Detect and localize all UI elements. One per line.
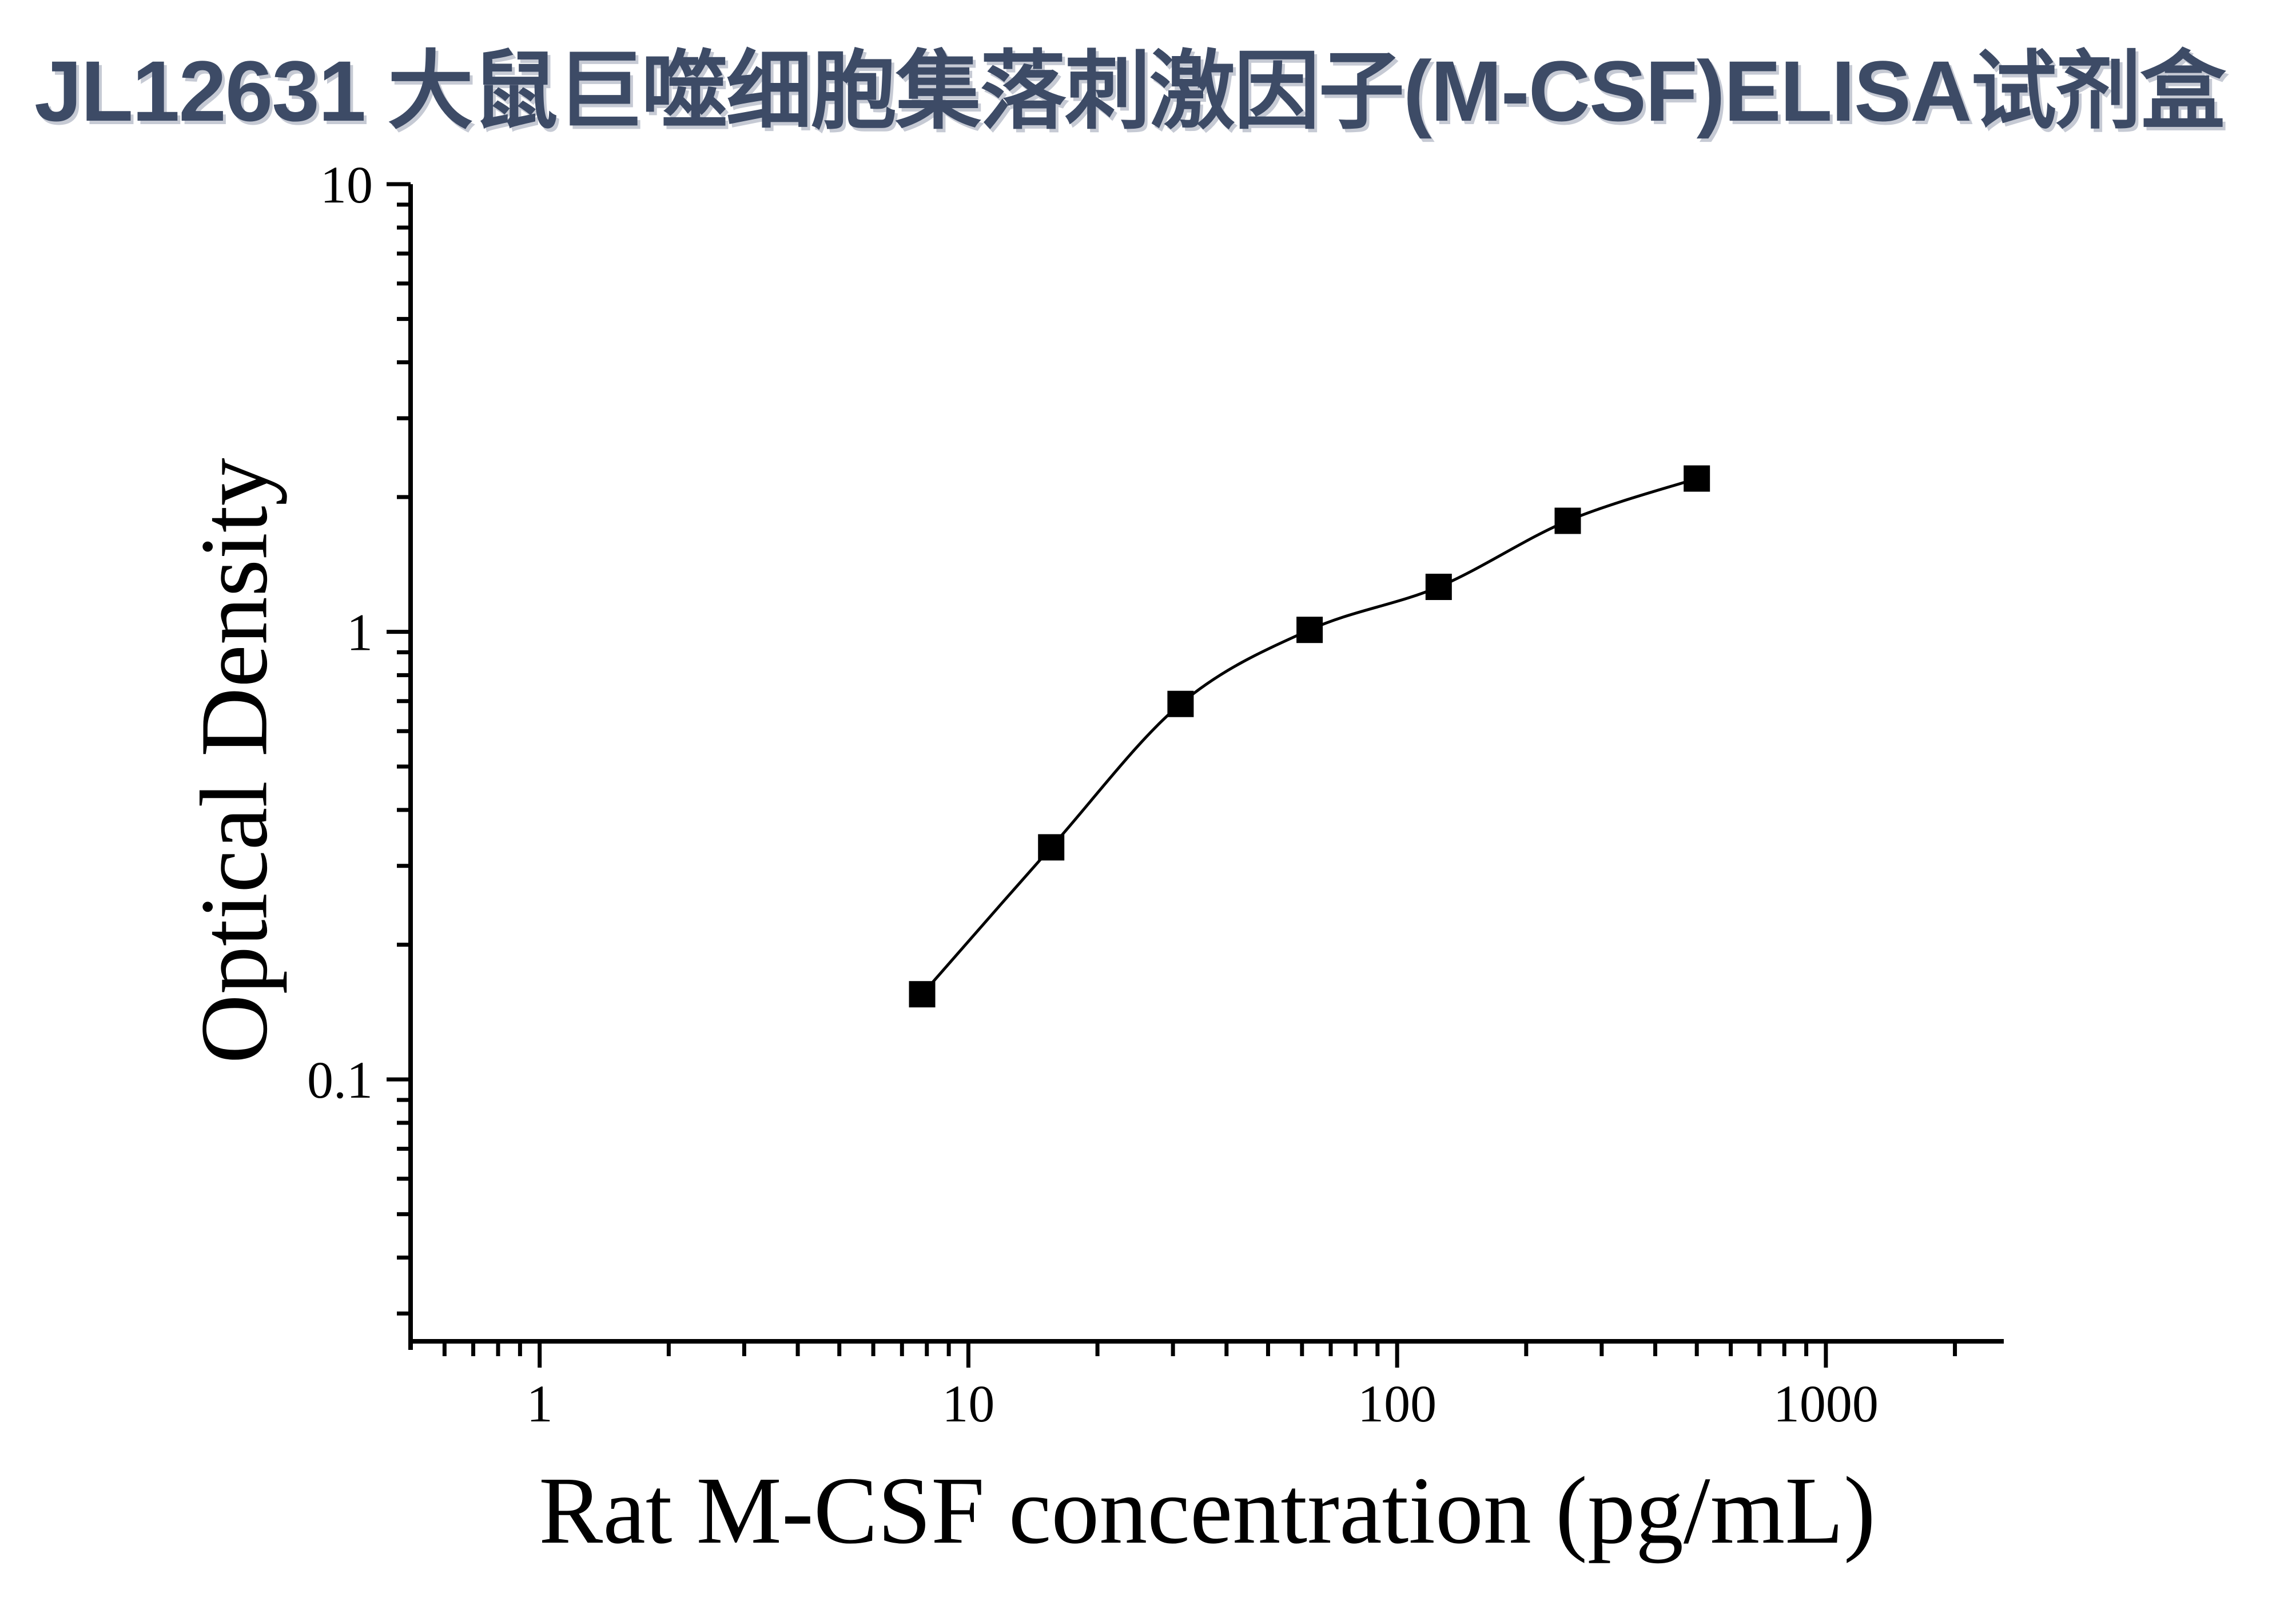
- data-point-marker: [1167, 690, 1194, 717]
- y-axis-title: Optical Density: [181, 458, 288, 1064]
- x-tick-label: 1: [527, 1374, 553, 1433]
- x-tick-label: 100: [1358, 1374, 1437, 1433]
- data-point-marker: [1296, 617, 1323, 643]
- data-point-marker: [1684, 465, 1710, 492]
- data-point-marker: [1554, 507, 1581, 534]
- page-title: JL12631 大鼠巨噬细胞集落刺激因子(M-CSF)ELISA试剂盒: [34, 43, 2226, 139]
- data-point-marker: [909, 981, 936, 1008]
- y-tick-label: 1: [347, 603, 373, 662]
- fit-curve: [921, 477, 1697, 995]
- data-point-marker: [1038, 834, 1065, 861]
- x-tick-label: 10: [942, 1374, 994, 1433]
- y-tick-label: 10: [320, 156, 373, 214]
- data-point-marker: [1425, 574, 1452, 601]
- x-axis-title: Rat M-CSF concentration (pg/mL): [539, 1457, 1876, 1564]
- x-tick-label: 1000: [1773, 1374, 1879, 1433]
- y-tick-label: 0.1: [307, 1051, 373, 1109]
